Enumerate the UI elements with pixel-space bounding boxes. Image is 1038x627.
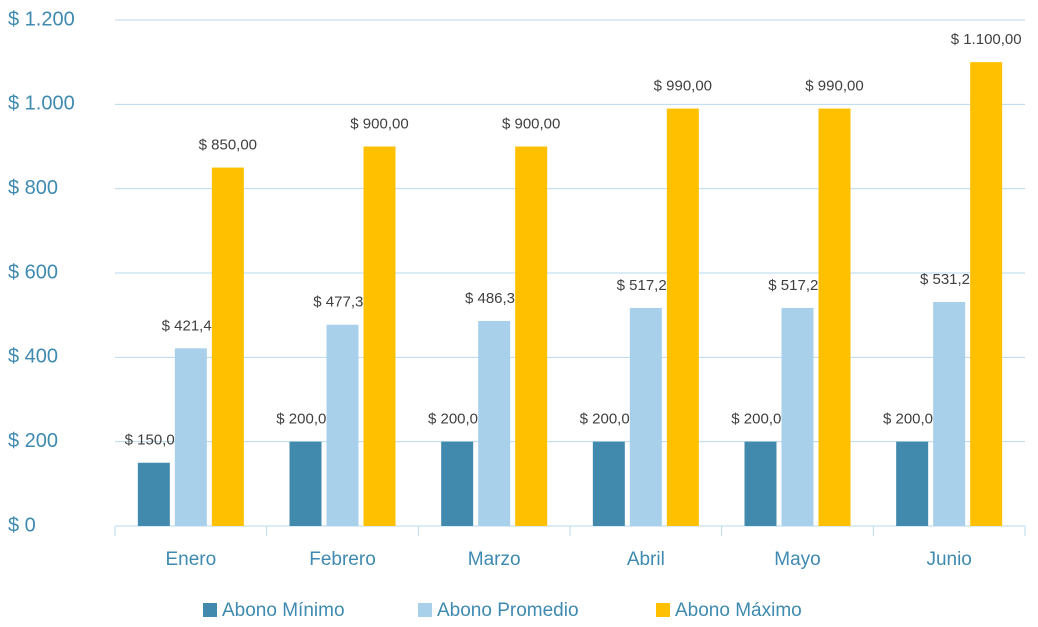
bar — [781, 307, 814, 526]
data-label: $ 990,00 — [805, 78, 863, 95]
bar — [478, 320, 511, 526]
data-label: $ 990,00 — [654, 78, 712, 95]
y-tick-label: $ 1.000 — [8, 93, 75, 115]
bar — [896, 441, 929, 526]
data-label: $ 517,27 — [768, 277, 826, 294]
legend-label: Abono Mínimo — [222, 600, 345, 621]
data-label: $ 200,00 — [428, 411, 486, 428]
legend-label: Abono Promedio — [437, 600, 579, 621]
data-label: $ 531,23 — [920, 271, 978, 288]
data-label: $ 900,00 — [502, 115, 560, 132]
y-tick-label: $ 0 — [8, 514, 36, 536]
bar — [970, 62, 1003, 527]
legend-marker — [418, 603, 432, 617]
bar — [629, 307, 662, 526]
y-tick-label: $ 600 — [8, 261, 58, 283]
data-label: $ 477,37 — [313, 294, 371, 311]
x-tick-label: Junio — [926, 549, 971, 570]
bar — [744, 441, 777, 526]
bar — [515, 146, 548, 526]
data-label: $ 1.100,00 — [951, 31, 1022, 48]
legend-marker — [203, 603, 217, 617]
bar — [592, 441, 625, 526]
bar — [363, 146, 396, 526]
x-tick-label: Enero — [165, 549, 216, 570]
x-tick-label: Marzo — [468, 549, 521, 570]
data-label: $ 200,00 — [731, 411, 789, 428]
data-label: $ 517,27 — [617, 277, 675, 294]
y-tick-label: $ 1.200 — [8, 8, 75, 30]
y-tick-label: $ 200 — [8, 430, 58, 452]
x-tick-label: Mayo — [774, 549, 820, 570]
data-label: $ 486,32 — [465, 290, 523, 307]
bar — [818, 108, 851, 527]
bar — [137, 462, 170, 526]
y-tick-label: $ 400 — [8, 346, 58, 368]
bar — [211, 167, 244, 527]
x-tick-label: Febrero — [309, 549, 376, 570]
bar — [326, 324, 359, 526]
data-label: $ 900,00 — [350, 115, 408, 132]
data-label: $ 421,42 — [162, 317, 220, 334]
bar — [441, 441, 474, 526]
legend-label: Abono Máximo — [675, 600, 802, 621]
data-label: $ 850,00 — [199, 137, 257, 154]
data-label: $ 200,00 — [580, 411, 638, 428]
data-label: $ 200,00 — [276, 411, 334, 428]
bar — [933, 301, 966, 526]
x-tick-label: Abril — [627, 549, 665, 570]
legend-marker — [656, 603, 670, 617]
data-label: $ 150,00 — [125, 432, 183, 449]
y-tick-label: $ 800 — [8, 177, 58, 199]
bar — [289, 441, 322, 526]
data-label: $ 200,00 — [883, 411, 941, 428]
bar — [174, 348, 207, 526]
bar — [666, 108, 699, 527]
